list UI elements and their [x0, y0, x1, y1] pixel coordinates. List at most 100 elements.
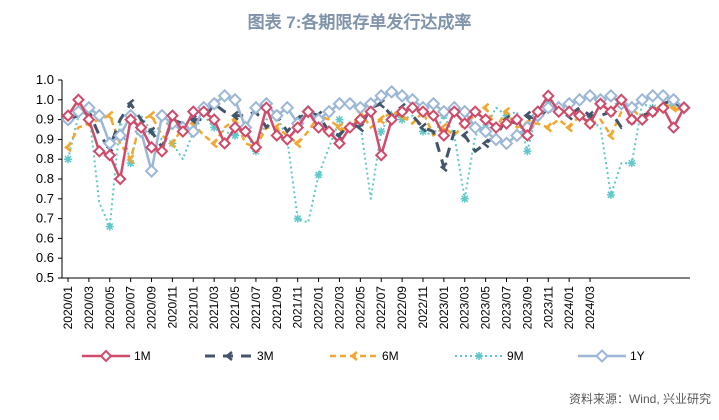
data-point-1y [217, 88, 232, 103]
x-tick-label: 2021/03 [207, 286, 221, 330]
data-point-1m [312, 121, 325, 134]
data-point-6m [544, 122, 553, 133]
data-point-6m [335, 122, 344, 133]
data-point-1y [249, 100, 263, 115]
x-tick-label: 2024/03 [583, 286, 597, 330]
data-point-3m [460, 130, 469, 141]
legend-label: 9M [507, 349, 524, 363]
axes: 1.0 1.0 0.9 0.9 0.8 0.8 0.7 0.7 0.6 0.6 0.5 2020/01… [36, 72, 690, 329]
data-point-1m [270, 129, 284, 142]
data-point-1m [562, 105, 576, 119]
data-point-1y [71, 104, 86, 119]
data-point-1m [583, 117, 597, 130]
data-point-3m [481, 138, 490, 149]
data-point-1y [604, 88, 618, 103]
data-point-1y [489, 132, 503, 147]
data-point-1m [594, 97, 607, 111]
data-point-9m [314, 171, 323, 180]
x-tick-label: 2024/01 [562, 286, 576, 330]
data-point-1m [646, 105, 660, 119]
data-point-9m [126, 159, 135, 168]
x-tick-label: 2021/09 [270, 286, 284, 330]
data-point-9m [606, 190, 615, 199]
x-tick-label: 2022/01 [312, 286, 326, 330]
data-point-1y [541, 100, 556, 115]
data-point-1y [478, 124, 493, 139]
data-point-1m [259, 101, 273, 115]
x-tick-label: 2022/09 [395, 286, 409, 330]
data-point-6m [606, 130, 615, 141]
data-point-1m [416, 105, 430, 119]
data-point-1m [427, 109, 440, 123]
data-point-1m [635, 113, 649, 127]
data-point-1m [385, 113, 399, 127]
legend-marker [595, 349, 609, 363]
data-point-1m [520, 129, 534, 142]
data-point-1m [239, 125, 252, 138]
x-tick-label: 2021/05 [228, 286, 242, 330]
data-point-1m [437, 129, 451, 142]
data-point-1m [124, 113, 138, 127]
data-point-9m [64, 155, 72, 164]
data-point-3m [147, 126, 156, 137]
data-point-1m [479, 113, 493, 127]
data-point-1y [645, 88, 660, 103]
x-tick-label: 2020/03 [82, 286, 96, 330]
data-point-1m [186, 105, 200, 119]
data-point-1m [301, 105, 315, 119]
legend-item-6m: 6M [330, 349, 399, 363]
data-point-1m [489, 121, 503, 134]
x-tick-label: 2021/01 [186, 286, 200, 330]
data-point-1y [583, 88, 597, 103]
x-tick-label: 2023/03 [458, 286, 472, 330]
data-point-6m [502, 106, 511, 117]
legend-item-1m: 1M [82, 349, 151, 363]
data-point-1y [666, 92, 681, 107]
data-point-9m [231, 131, 240, 140]
data-point-3m [189, 114, 198, 125]
data-point-1m [218, 136, 232, 150]
data-point-9m [398, 115, 407, 124]
data-point-1m [207, 113, 221, 127]
data-point-3m [418, 122, 427, 133]
data-point-3m [586, 110, 594, 121]
data-point-9m [210, 123, 219, 132]
legend-marker [224, 351, 233, 361]
legend-label: 1M [134, 349, 151, 363]
x-tick-label: 2022/11 [416, 286, 430, 329]
data-point-6m [293, 138, 302, 149]
y-tick-label: 0.6 [36, 250, 54, 265]
data-point-1m [72, 93, 85, 107]
legend-marker [99, 349, 113, 363]
legend-marker [349, 351, 358, 361]
data-point-1y [384, 84, 399, 99]
data-point-1m [176, 125, 190, 138]
legend-label: 6M [382, 349, 399, 363]
x-tick-label: 2021/07 [249, 286, 263, 330]
series-line-1m [66, 94, 686, 181]
data-point-1m [343, 121, 357, 134]
data-point-9m [523, 147, 532, 156]
y-tick-label: 0.6 [36, 230, 54, 245]
data-point-1m [677, 101, 691, 115]
data-point-3m [126, 98, 135, 109]
data-point-1m [604, 105, 618, 119]
y-tick-label: 0.7 [36, 211, 54, 226]
data-point-1m [667, 121, 680, 134]
data-point-1m [228, 121, 242, 134]
y-tick-label: 1.0 [36, 92, 54, 107]
data-point-9m [502, 111, 511, 120]
data-point-1y [207, 96, 222, 111]
data-point-1y [468, 120, 483, 135]
data-point-1y [280, 100, 295, 115]
legend-item-3m: 3M [205, 349, 274, 363]
data-point-1y [228, 92, 242, 107]
y-tick-label: 0.5 [36, 270, 54, 285]
chart-title: 图表 7:各期限存单发行达成率 [247, 13, 472, 32]
data-point-1y [342, 96, 357, 111]
data-point-3m [356, 122, 365, 133]
data-point-1m [468, 105, 482, 119]
data-point-1m [291, 121, 305, 134]
x-tick-label: 2023/01 [437, 286, 451, 330]
legend-label: 3M [257, 349, 274, 363]
